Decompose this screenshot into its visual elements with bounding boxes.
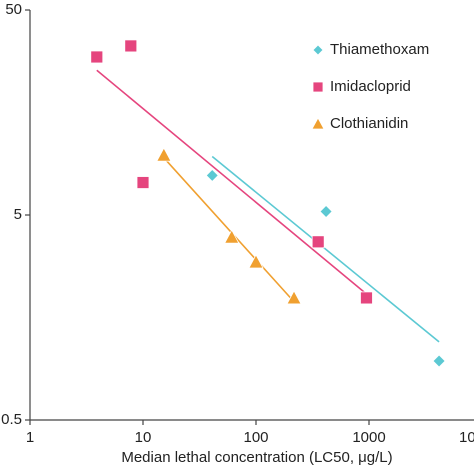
- point: [248, 254, 264, 269]
- y-tick-label: 5: [14, 206, 22, 223]
- y-tick-label: 0.5: [1, 411, 22, 428]
- point: [90, 50, 104, 64]
- point: [319, 204, 333, 219]
- legend-marker: [312, 81, 324, 93]
- legend-marker: [312, 44, 324, 56]
- legend-label: Imidacloprid: [330, 78, 411, 95]
- x-tick-label: 100: [243, 429, 268, 446]
- point: [432, 354, 446, 368]
- x-tick-label: 1: [26, 429, 34, 446]
- legend-label: Thiamethoxam: [330, 41, 429, 58]
- trendline: [163, 157, 295, 303]
- x-tick-label: 1000: [352, 429, 385, 446]
- legend-marker: [311, 117, 325, 130]
- x-axis-label: Median lethal concentration (LC50, μg/L): [121, 449, 392, 466]
- point: [286, 290, 302, 305]
- x-tick-label: 10: [135, 429, 152, 446]
- point: [205, 168, 219, 182]
- x-tick-label: 10,000: [459, 429, 474, 446]
- trendline: [96, 69, 367, 295]
- point: [224, 229, 240, 244]
- trendline: [211, 155, 440, 343]
- legend-label: Clothianidin: [330, 115, 408, 132]
- point: [360, 291, 373, 305]
- point: [156, 147, 172, 162]
- point: [124, 39, 138, 53]
- point: [136, 176, 150, 189]
- y-tick-label: 50: [5, 1, 22, 18]
- point: [311, 235, 325, 249]
